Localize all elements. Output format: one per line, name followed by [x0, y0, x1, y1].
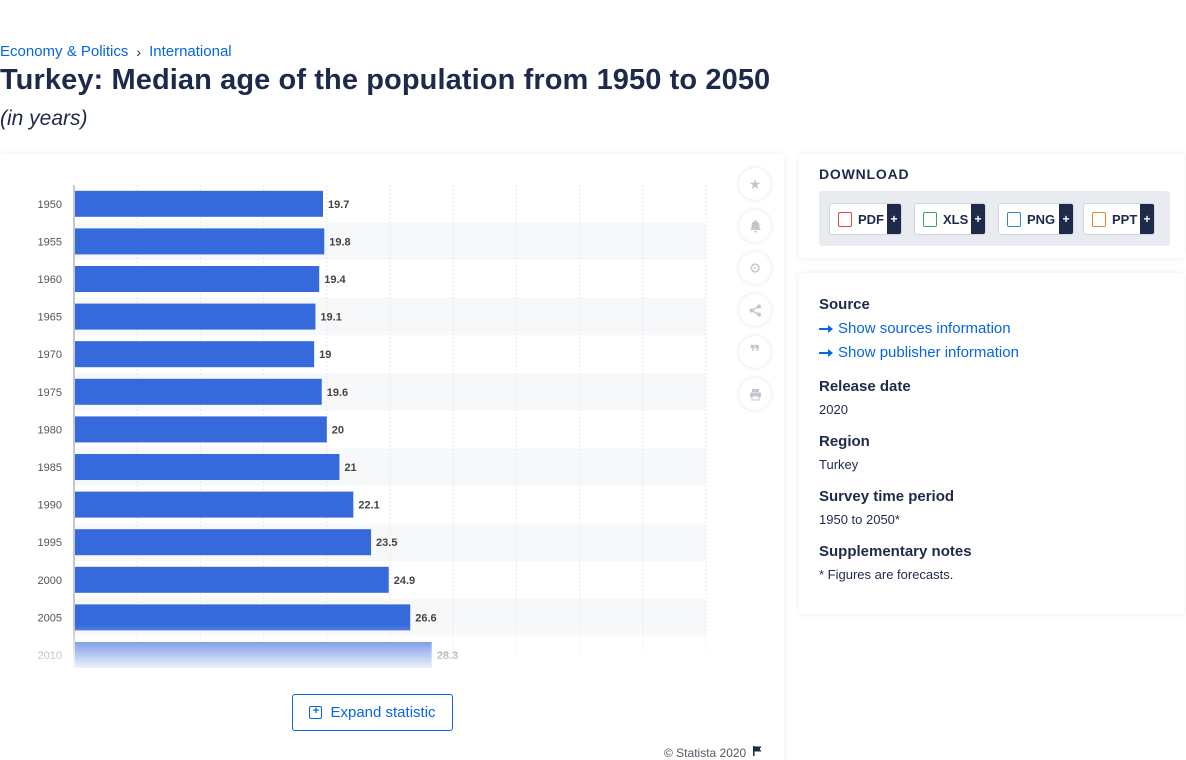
- survey-period-label: Survey time period: [819, 488, 955, 505]
- y-tick-label: 2000: [38, 575, 62, 587]
- y-tick-label: 1970: [38, 349, 62, 361]
- data-label: 19.4: [324, 274, 346, 286]
- copyright-text: © Statista 2020: [664, 745, 747, 760]
- plus-square-icon: +: [309, 706, 323, 719]
- add-pdf-icon[interactable]: +: [887, 204, 901, 234]
- data-label: 19.1: [320, 312, 341, 324]
- data-label: 22.1: [358, 500, 379, 512]
- download-heading: DOWNLOAD: [819, 166, 910, 182]
- bar[interactable]: [75, 416, 327, 443]
- data-label: 19: [319, 349, 331, 361]
- data-label: 19.7: [328, 199, 349, 211]
- bar[interactable]: [75, 566, 389, 593]
- download-png-label: PNG: [1027, 211, 1056, 227]
- breadcrumb-economy-politics[interactable]: Economy & Politics: [0, 43, 129, 60]
- y-tick-label: 1960: [38, 274, 62, 286]
- show-sources-link[interactable]: Show sources information: [819, 320, 1011, 337]
- bar[interactable]: [75, 529, 372, 556]
- download-png-button[interactable]: PNG +: [998, 203, 1074, 235]
- bar-chart: 1950 19.7 1955 19.8 1960 19.4 1965 19.1 1970 19 19…: [38, 185, 707, 670]
- survey-period-value: 1950 to 2050*: [819, 512, 900, 527]
- data-label: 28.3: [437, 650, 458, 662]
- quote-icon[interactable]: ❞: [739, 336, 771, 368]
- show-sources-text: Show sources information: [838, 320, 1011, 337]
- gear-icon[interactable]: ⚙: [739, 252, 771, 284]
- download-ppt-button[interactable]: PPT +: [1083, 203, 1155, 235]
- download-card: DOWNLOAD PDF + XLS + PNG + PPT +: [799, 154, 1185, 258]
- bar[interactable]: [75, 378, 322, 405]
- copyright: © Statista 2020: [664, 745, 764, 760]
- region-label: Region: [819, 433, 870, 450]
- download-bar: PDF + XLS + PNG + PPT +: [819, 191, 1170, 246]
- source-label: Source: [819, 296, 870, 313]
- y-tick-label: 1995: [38, 537, 62, 549]
- show-publisher-link[interactable]: Show publisher information: [819, 344, 1019, 361]
- bar[interactable]: [75, 604, 411, 631]
- flag-icon[interactable]: [752, 745, 764, 760]
- expand-statistic-button[interactable]: + Expand statistic: [292, 694, 453, 731]
- bar[interactable]: [75, 190, 324, 217]
- download-pdf-button[interactable]: PDF +: [829, 203, 902, 235]
- region-value: Turkey: [819, 457, 859, 472]
- supplementary-notes-label: Supplementary notes: [819, 543, 972, 560]
- data-label: 20: [332, 424, 344, 436]
- bar[interactable]: [75, 491, 354, 518]
- xls-icon: [923, 211, 937, 227]
- chart-card: 1950 19.7 1955 19.8 1960 19.4 1965 19.1 1970 19 19…: [0, 154, 784, 760]
- chart-area: 1950 19.7 1955 19.8 1960 19.4 1965 19.1 1970 19 19…: [0, 154, 720, 670]
- bar[interactable]: [75, 228, 325, 255]
- show-publisher-text: Show publisher information: [838, 344, 1019, 361]
- download-xls-button[interactable]: XLS +: [914, 203, 986, 235]
- y-tick-label: 2010: [38, 650, 62, 662]
- bar[interactable]: [75, 642, 432, 668]
- chevron-right-icon: ›: [136, 43, 142, 60]
- breadcrumb: Economy & Politics › International: [0, 43, 232, 60]
- download-ppt-label: PPT: [1112, 211, 1138, 227]
- add-xls-icon[interactable]: +: [971, 204, 985, 234]
- info-card: Source Show sources information Show pub…: [799, 273, 1185, 614]
- y-tick-label: 1990: [38, 500, 62, 512]
- y-tick-label: 1985: [38, 462, 62, 474]
- png-icon: [1007, 211, 1021, 227]
- data-label: 21: [344, 462, 356, 474]
- expand-statistic-label: Expand statistic: [330, 704, 436, 721]
- y-tick-label: 1975: [38, 387, 62, 399]
- y-tick-label: 2005: [38, 612, 62, 624]
- chart-tools: ★ ⚙ ❞: [739, 168, 771, 410]
- bell-icon[interactable]: [739, 210, 771, 242]
- ppt-icon: [1092, 211, 1106, 227]
- bar[interactable]: [75, 266, 320, 292]
- data-label: 23.5: [376, 537, 397, 549]
- pdf-icon: [838, 211, 852, 227]
- page-title: Turkey: Median age of the population fro…: [0, 64, 771, 96]
- breadcrumb-international[interactable]: International: [149, 43, 232, 60]
- y-tick-label: 1955: [38, 236, 62, 248]
- arrow-right-icon: [819, 324, 833, 333]
- add-png-icon[interactable]: +: [1059, 204, 1073, 234]
- download-xls-label: XLS: [943, 211, 969, 227]
- release-date-value: 2020: [819, 402, 848, 417]
- supplementary-notes-value: * Figures are forecasts.: [819, 567, 954, 582]
- share-icon[interactable]: [739, 294, 771, 326]
- star-icon[interactable]: ★: [739, 168, 771, 200]
- bar[interactable]: [75, 303, 316, 330]
- y-tick-label: 1965: [38, 312, 62, 324]
- download-pdf-label: PDF: [858, 211, 884, 227]
- print-icon[interactable]: [739, 378, 771, 410]
- data-label: 26.6: [415, 612, 436, 624]
- release-date-label: Release date: [819, 378, 911, 395]
- bar[interactable]: [75, 454, 340, 480]
- data-label: 19.8: [329, 236, 350, 248]
- data-label: 24.9: [394, 575, 415, 587]
- data-label: 19.6: [327, 387, 348, 399]
- y-tick-label: 1980: [38, 424, 62, 436]
- bar[interactable]: [75, 341, 315, 368]
- page-subtitle: (in years): [0, 107, 88, 130]
- arrow-right-icon: [819, 348, 833, 357]
- y-tick-label: 1950: [38, 199, 62, 211]
- add-ppt-icon[interactable]: +: [1140, 204, 1154, 234]
